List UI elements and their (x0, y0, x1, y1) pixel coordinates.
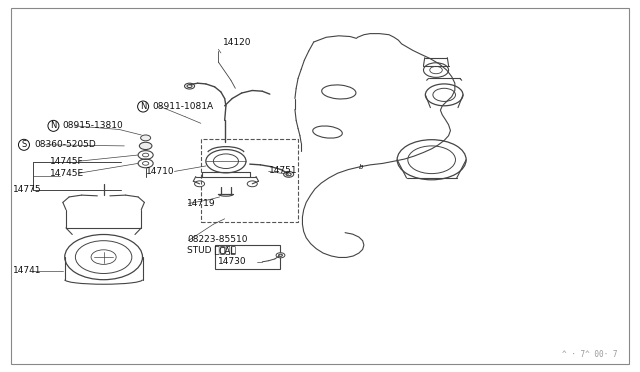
Text: 14751: 14751 (269, 166, 297, 175)
Circle shape (276, 253, 285, 258)
Text: S: S (21, 140, 27, 149)
Text: 14745F: 14745F (51, 157, 84, 166)
Text: 14745E: 14745E (51, 169, 84, 178)
Text: 08223-85510: 08223-85510 (187, 235, 248, 244)
Text: 08360-5205D: 08360-5205D (34, 140, 96, 149)
Text: 08911-1081A: 08911-1081A (152, 102, 213, 111)
Text: CAL: CAL (218, 247, 236, 256)
Text: b: b (358, 164, 363, 170)
Circle shape (184, 83, 195, 89)
Text: N: N (51, 121, 56, 130)
Text: 14120: 14120 (223, 38, 252, 47)
Text: ^ · 7^ 00· 7: ^ · 7^ 00· 7 (563, 350, 618, 359)
Circle shape (140, 142, 152, 150)
Text: 08915-13810: 08915-13810 (63, 121, 124, 130)
Circle shape (284, 171, 294, 177)
Circle shape (141, 135, 150, 141)
Text: 14719: 14719 (187, 199, 216, 208)
Text: STUD スタッド: STUD スタッド (187, 246, 236, 255)
Text: 14741: 14741 (13, 266, 41, 275)
Text: N: N (140, 102, 147, 111)
Text: 14730: 14730 (218, 257, 247, 266)
Text: 14775: 14775 (13, 185, 42, 194)
Text: 14710: 14710 (146, 167, 175, 176)
